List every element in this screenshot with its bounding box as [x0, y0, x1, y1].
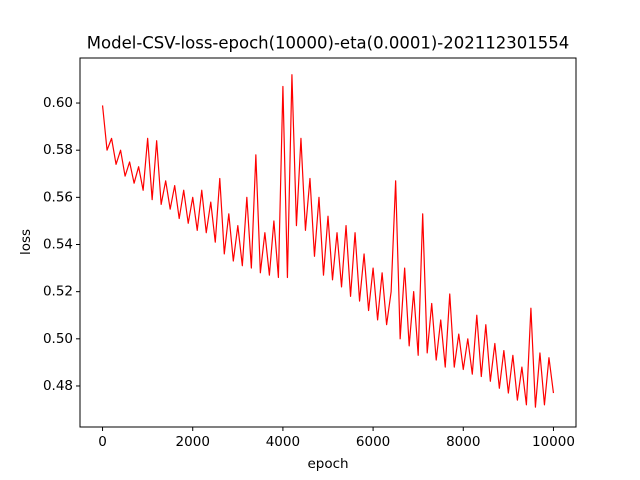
y-tick-label: 0.52 [43, 284, 73, 300]
y-tick-label: 0.54 [43, 237, 73, 253]
y-axis-label: loss [18, 229, 34, 255]
axes-frame [79, 57, 577, 428]
y-tick-label: 0.58 [43, 142, 73, 158]
x-tick-label: 0 [98, 434, 107, 450]
chart-title: Model-CSV-loss-epoch(10000)-eta(0.0001)-… [87, 34, 569, 53]
y-tick-label: 0.50 [43, 331, 73, 347]
x-tick-label: 4000 [266, 434, 300, 450]
y-tick-label: 0.48 [43, 378, 73, 394]
x-tick-label: 2000 [176, 434, 210, 450]
x-tick-label: 6000 [356, 434, 390, 450]
x-tick-label: 8000 [446, 434, 480, 450]
loss-line [101, 74, 555, 408]
y-tick-label: 0.56 [43, 189, 73, 205]
x-tick-label: 10000 [532, 434, 575, 450]
y-tick-label: 0.60 [43, 95, 73, 111]
x-axis-label: epoch [307, 456, 348, 472]
